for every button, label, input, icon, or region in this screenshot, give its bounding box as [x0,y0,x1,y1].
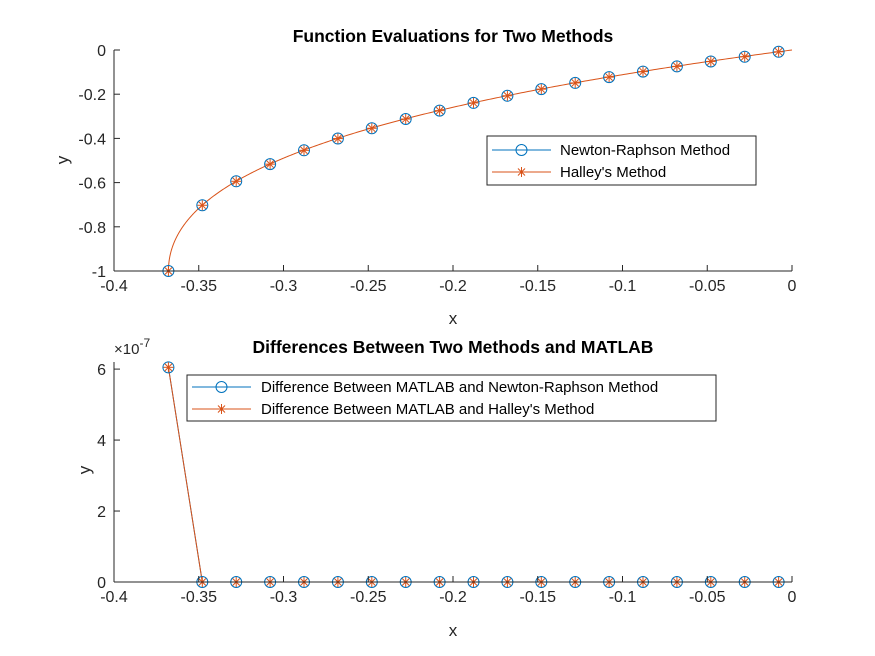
top-marks-group [162,45,785,277]
top-legend-label-halley: Halley's Method [560,164,666,181]
top-point-halley [773,46,784,57]
top-point-halley [468,97,479,108]
top-y-tick-label: -0.6 [78,176,106,193]
bottom-y-exponent: ×10-7 [114,336,150,358]
bottom-y-tick-label: 6 [97,362,106,379]
top-y-tick-label: -0.2 [78,87,106,104]
top-point-halley [502,90,513,101]
top-point-newton [365,122,378,135]
bottom-y-tick-label: 2 [97,504,106,521]
bottom-point-halley [163,362,174,373]
top-point-halley [332,133,343,144]
top-legend-marker-newton [515,144,528,156]
bottom-y-exponent-base: ×10 [114,341,139,358]
bottom-x-tick-label: -0.3 [270,589,298,606]
bottom-legend-star-shape [216,404,227,414]
bottom-legend-label-newton: Difference Between MATLAB and Newton-Rap… [261,379,658,396]
bottom-x-tick-label: -0.1 [609,589,637,606]
top-point-newton [433,104,446,117]
bottom-legend-label-halley: Difference Between MATLAB and Halley's M… [261,401,594,418]
top-legend-box [486,135,757,186]
top-point-newton [230,175,243,188]
top-x-tick-label: -0.25 [350,278,387,295]
top-point-halley [265,159,276,170]
bottom-y-axis-label: y [75,465,94,474]
top-point-newton [467,96,480,109]
top-point-newton [535,83,548,96]
top-x-tick-label: 0 [788,278,797,295]
top-y-tick-label: -0.8 [78,220,106,237]
bottom-point-newton [162,361,175,374]
top-x-tick-label: -0.4 [100,278,128,295]
top-point-halley [739,51,750,62]
top-ticks-group: -0.4 -0.35 -0.3 -0.25 -0.2 -0.15 -0.1 -0.05 0-1-… [78,43,796,295]
top-x-tick-label: -0.15 [520,278,557,295]
top-point-newton [603,71,616,84]
top-point-newton [569,76,582,89]
bottom-x-tick-label: -0.15 [520,589,557,606]
top-x-tick-label: -0.05 [689,278,726,295]
top-x-tick-label: -0.1 [609,278,637,295]
top-subplot: Function Evaluations for Two Methods -0.… [53,26,797,328]
bottom-subplot: Differences Between Two Methods and MATL… [75,336,797,640]
bottom-x-tick-label: -0.2 [439,589,467,606]
top-point-newton [738,50,751,63]
top-legend-star-shape [516,167,527,177]
top-point-halley [604,72,615,83]
top-point-newton [399,113,412,126]
bottom-chart-title: Differences Between Two Methods and MATL… [253,337,654,357]
top-legend-label-newton: Newton-Raphson Method [560,142,730,159]
bottom-x-tick-label: -0.4 [100,589,128,606]
top-y-tick-label: -0.4 [78,131,106,148]
bottom-ticks-group: -0.4 -0.35 -0.3 -0.25 -0.2 -0.15 -0.1 -0.05 0 0 2 4… [97,362,796,606]
bottom-x-tick-label: -0.35 [181,589,218,606]
top-point-halley [536,84,547,95]
top-point-newton [331,132,344,145]
top-point-halley [671,61,682,72]
top-y-tick-label: -1 [92,264,106,281]
top-point-halley [570,77,581,88]
top-y-axis-label: y [53,155,72,164]
bottom-legend-marker-newton [215,381,228,393]
bottom-x-axis-label: x [449,621,458,640]
top-point-halley [231,176,242,187]
top-point-halley [197,200,208,211]
bottom-x-tick-label: -0.25 [350,589,387,606]
top-point-newton [298,144,311,157]
bottom-x-tick-label: 0 [788,589,797,606]
bottom-legend-marker-halley [216,404,227,414]
bottom-y-tick-label: 4 [97,433,106,450]
top-point-newton [501,89,514,102]
top-point-halley [705,56,716,67]
top-point-newton [772,45,785,58]
top-chart-title: Function Evaluations for Two Methods [293,26,614,46]
top-x-tick-label: -0.3 [270,278,298,295]
top-y-tick-label: 0 [97,43,106,60]
top-point-newton [670,60,683,73]
top-point-halley [434,105,445,116]
bottom-legend-box [186,374,717,422]
top-point-newton [264,158,277,171]
top-x-axis-label: x [449,309,458,328]
bottom-y-tick-label: 0 [97,575,106,592]
top-curves-group [167,49,793,271]
top-point-newton [637,65,650,78]
top-point-halley [299,145,310,156]
bottom-x-tick-label: -0.05 [689,589,726,606]
top-point-halley [400,114,411,125]
top-x-tick-label: -0.2 [439,278,467,295]
top-point-newton [704,55,717,68]
top-point-halley [366,123,377,134]
top-legend-marker-halley [516,167,527,177]
top-x-tick-label: -0.35 [181,278,218,295]
top-legend: Newton-Raphson Method Halley's Method [486,135,757,186]
top-series-line-halley [167,49,793,271]
top-point-halley [638,66,649,77]
top-point-newton [196,199,209,212]
bottom-y-exponent-power: -7 [139,336,150,350]
bottom-legend: Difference Between MATLAB and Newton-Rap… [186,374,717,422]
